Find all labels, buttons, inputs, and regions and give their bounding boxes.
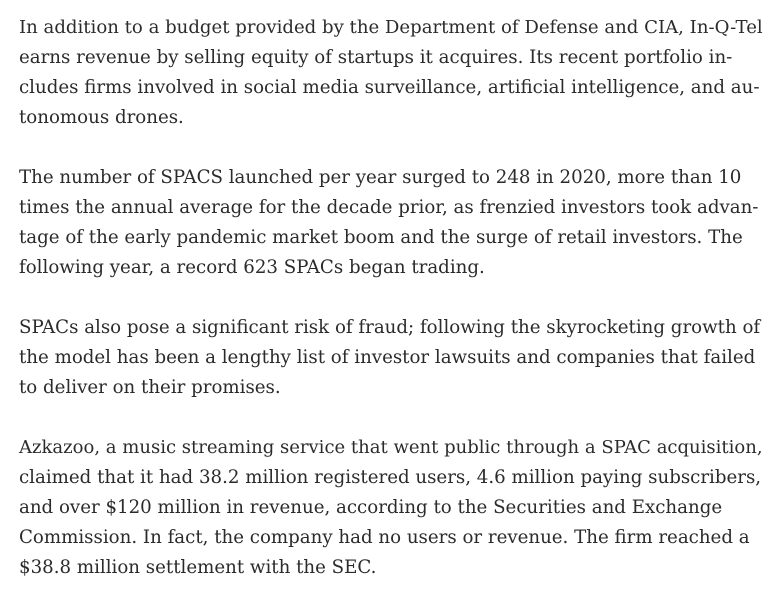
paragraph-azkazoo: Azkazoo, a music streaming service that …: [19, 433, 763, 583]
paragraph-line: Azkazoo, a music streaming service that …: [19, 437, 763, 458]
paragraph-spacs-surge: The number of SPACS launched per year su…: [19, 163, 763, 283]
paragraph-line: and over $120 million in revenue, accord…: [19, 497, 723, 518]
paragraph-line: Commission. In fact, the company had no …: [19, 527, 750, 548]
paragraph-line: SPACs also pose a significant risk of fr…: [19, 317, 761, 338]
paragraph-line: following year, a record 623 SPACs began…: [19, 257, 485, 278]
paragraph-spacs-fraud: SPACs also pose a significant risk of fr…: [19, 313, 763, 403]
paragraph-line: The number of SPACS launched per year su…: [19, 167, 742, 188]
paragraph-line: $38.8 million settlement with the SEC.: [19, 557, 377, 578]
paragraph-line: earns revenue by selling equity of start…: [19, 47, 733, 68]
paragraph-line: tonomous drones.: [19, 107, 184, 128]
paragraph-line: times the annual average for the decade …: [19, 197, 759, 218]
paragraph-line: to deliver on their promises.: [19, 377, 281, 398]
paragraph-line: the model has been a lengthy list of inv…: [19, 347, 756, 368]
paragraph-line: tage of the early pandemic market boom a…: [19, 227, 743, 248]
paragraph-line: cludes firms involved in social media su…: [19, 77, 760, 98]
article-body: In addition to a budget provided by the …: [19, 0, 763, 613]
paragraph-line: claimed that it had 38.2 million registe…: [19, 467, 762, 488]
paragraph-line: In addition to a budget provided by the …: [19, 17, 763, 38]
paragraph-in-q-tel: In addition to a budget provided by the …: [19, 13, 763, 133]
